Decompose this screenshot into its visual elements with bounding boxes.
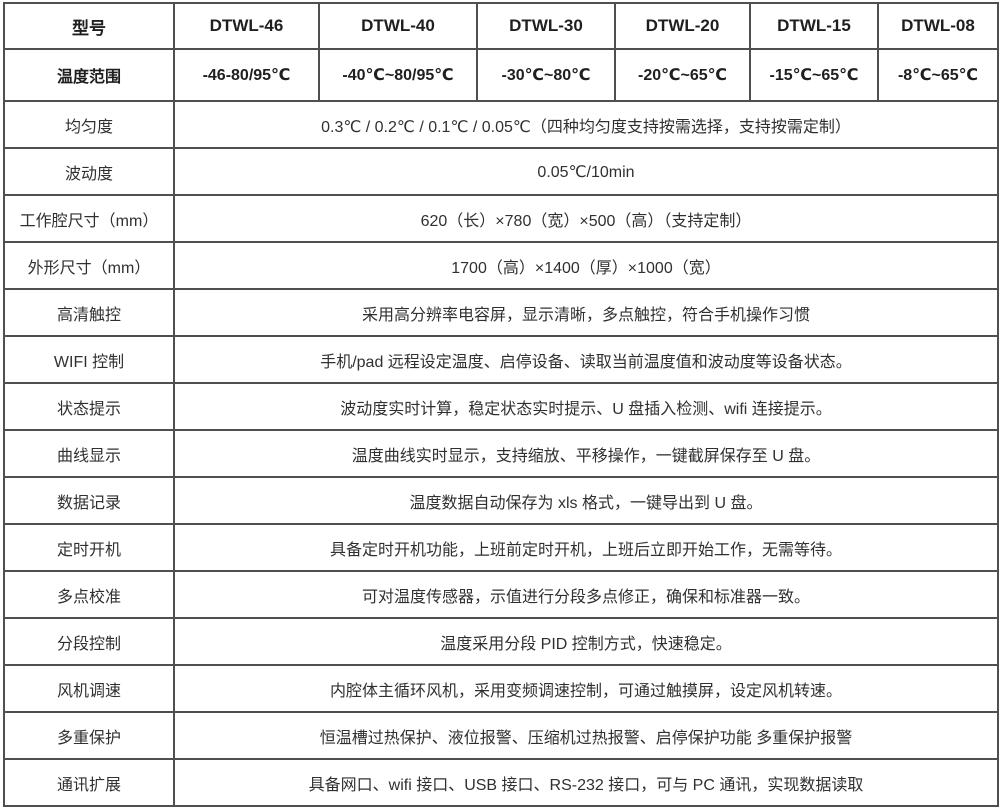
spec-value: 0.3℃ / 0.2℃ / 0.1℃ / 0.05℃（四种均匀度支持按需选择，支… [173, 100, 999, 149]
table-row: 波动度 0.05℃/10min [3, 147, 999, 196]
spec-label: 多重保护 [3, 711, 175, 760]
model-corner-label: 型号 [3, 2, 175, 50]
table-row: 分段控制 温度采用分段 PID 控制方式，快速稳定。 [3, 617, 999, 666]
table-row: 工作腔尺寸（mm） 620（长）×780（宽）×500（高）（支持定制） [3, 194, 999, 243]
spec-label: 数据记录 [3, 476, 175, 525]
table-row: 曲线显示 温度曲线实时显示，支持缩放、平移操作，一键截屏保存至 U 盘。 [3, 429, 999, 478]
spec-table: 型号 DTWL-46 DTWL-40 DTWL-30 DTWL-20 DTWL-… [3, 2, 999, 807]
temp-range-value: -30℃~80℃ [476, 48, 616, 102]
spec-label: 均匀度 [3, 100, 175, 149]
model-header-cell: DTWL-20 [614, 2, 751, 50]
table-row: 均匀度 0.3℃ / 0.2℃ / 0.1℃ / 0.05℃（四种均匀度支持按需… [3, 100, 999, 149]
table-row: 风机调速 内腔体主循环风机，采用变频调速控制，可通过触摸屏，设定风机转速。 [3, 664, 999, 713]
spec-value: 具备网口、wifi 接口、USB 接口、RS-232 接口，可与 PC 通讯，实… [173, 758, 999, 807]
temp-range-row: 温度范围 -46-80/95℃ -40℃~80/95℃ -30℃~80℃ -20… [3, 48, 999, 102]
spec-label: 高清触控 [3, 288, 175, 337]
model-header-row: 型号 DTWL-46 DTWL-40 DTWL-30 DTWL-20 DTWL-… [3, 2, 999, 50]
temp-range-value: -8℃~65℃ [877, 48, 999, 102]
table-row: 数据记录 温度数据自动保存为 xls 格式，一键导出到 U 盘。 [3, 476, 999, 525]
spec-value: 0.05℃/10min [173, 147, 999, 196]
spec-label: 风机调速 [3, 664, 175, 713]
spec-value: 温度曲线实时显示，支持缩放、平移操作，一键截屏保存至 U 盘。 [173, 429, 999, 478]
spec-label: 分段控制 [3, 617, 175, 666]
spec-label: 状态提示 [3, 382, 175, 431]
model-header-cell: DTWL-08 [877, 2, 999, 50]
spec-value: 具备定时开机功能，上班前定时开机，上班后立即开始工作，无需等待。 [173, 523, 999, 572]
spec-label: 曲线显示 [3, 429, 175, 478]
spec-value: 恒温槽过热保护、液位报警、压缩机过热报警、启停保护功能 多重保护报警 [173, 711, 999, 760]
spec-label: WIFI 控制 [3, 335, 175, 384]
temp-range-value: -40℃~80/95℃ [318, 48, 478, 102]
table-row: WIFI 控制 手机/pad 远程设定温度、启停设备、读取当前温度值和波动度等设… [3, 335, 999, 384]
model-header-cell: DTWL-40 [318, 2, 478, 50]
table-row: 状态提示 波动度实时计算，稳定状态实时提示、U 盘插入检测、wifi 连接提示。 [3, 382, 999, 431]
temp-range-value: -46-80/95℃ [173, 48, 320, 102]
table-row: 通讯扩展 具备网口、wifi 接口、USB 接口、RS-232 接口，可与 PC… [3, 758, 999, 807]
spec-value: 可对温度传感器，示值进行分段多点修正，确保和标准器一致。 [173, 570, 999, 619]
spec-value: 620（长）×780（宽）×500（高）（支持定制） [173, 194, 999, 243]
spec-label: 工作腔尺寸（mm） [3, 194, 175, 243]
temp-range-label: 温度范围 [3, 48, 175, 102]
table-row: 多点校准 可对温度传感器，示值进行分段多点修正，确保和标准器一致。 [3, 570, 999, 619]
spec-value: 温度数据自动保存为 xls 格式，一键导出到 U 盘。 [173, 476, 999, 525]
temp-range-value: -15℃~65℃ [749, 48, 879, 102]
table-row: 定时开机 具备定时开机功能，上班前定时开机，上班后立即开始工作，无需等待。 [3, 523, 999, 572]
spec-value: 手机/pad 远程设定温度、启停设备、读取当前温度值和波动度等设备状态。 [173, 335, 999, 384]
spec-label: 通讯扩展 [3, 758, 175, 807]
temp-range-value: -20℃~65℃ [614, 48, 751, 102]
spec-value: 波动度实时计算，稳定状态实时提示、U 盘插入检测、wifi 连接提示。 [173, 382, 999, 431]
table-row: 外形尺寸（mm） 1700（高）×1400（厚）×1000（宽） [3, 241, 999, 290]
spec-value: 1700（高）×1400（厚）×1000（宽） [173, 241, 999, 290]
spec-label: 波动度 [3, 147, 175, 196]
model-header-cell: DTWL-30 [476, 2, 616, 50]
table-row: 多重保护 恒温槽过热保护、液位报警、压缩机过热报警、启停保护功能 多重保护报警 [3, 711, 999, 760]
model-header-cell: DTWL-46 [173, 2, 320, 50]
spec-label: 外形尺寸（mm） [3, 241, 175, 290]
spec-value: 采用高分辨率电容屏，显示清晰，多点触控，符合手机操作习惯 [173, 288, 999, 337]
model-header-cell: DTWL-15 [749, 2, 879, 50]
spec-label: 多点校准 [3, 570, 175, 619]
spec-value: 内腔体主循环风机，采用变频调速控制，可通过触摸屏，设定风机转速。 [173, 664, 999, 713]
spec-label: 定时开机 [3, 523, 175, 572]
table-row: 高清触控 采用高分辨率电容屏，显示清晰，多点触控，符合手机操作习惯 [3, 288, 999, 337]
spec-value: 温度采用分段 PID 控制方式，快速稳定。 [173, 617, 999, 666]
